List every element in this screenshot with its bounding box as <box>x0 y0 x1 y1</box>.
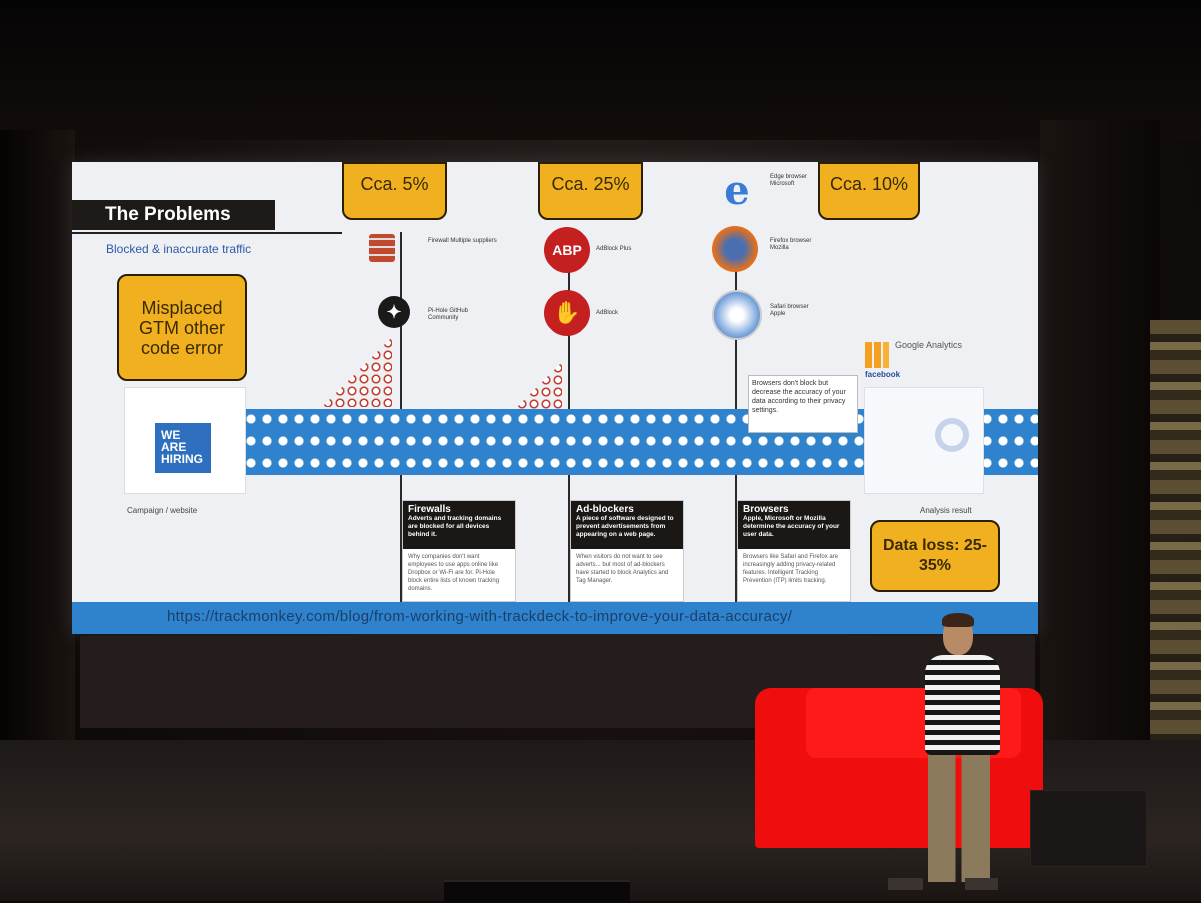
slide-title: The Problems <box>72 200 275 230</box>
stage-stool <box>1030 790 1147 867</box>
abp-label: AdBlock Plus <box>596 246 632 252</box>
pihole-icon: ✦ <box>378 296 410 328</box>
google-analytics-icon <box>865 342 889 368</box>
edge-label: Edge browser Microsoft <box>770 174 808 187</box>
url-banner: https://trackmonkey.com/blog/from-workin… <box>72 602 1038 634</box>
blocked-users-pile-firewall <box>322 337 392 407</box>
panel-header: Browsers Apple, Microsoft or Mozilla det… <box>738 501 850 549</box>
firefox-icon <box>712 226 758 272</box>
safari-icon <box>712 290 762 340</box>
panel-title: Ad-blockers <box>576 504 634 515</box>
firewall-percent-callout: Cca. 5% <box>342 162 447 220</box>
campaign-card: WE ARE HIRING <box>124 387 246 494</box>
panel-title: Firewalls <box>408 504 451 515</box>
google-analytics-text: Google Analytics <box>895 340 963 350</box>
speaker-striped-shirt <box>925 655 1000 755</box>
panel-title: Browsers <box>743 504 789 515</box>
donut-chart-icon <box>935 418 969 452</box>
pihole-label: Pi-Hole GitHub Community <box>428 308 469 321</box>
traffic-row <box>243 433 1038 449</box>
facebook-text: facebook <box>865 370 901 379</box>
safari-label: Safari browser Apple <box>770 304 809 317</box>
firewalls-panel: Firewalls Adverts and tracking domains a… <box>402 500 516 602</box>
panel-header: Firewalls Adverts and tracking domains a… <box>403 501 515 549</box>
abp-icon: ABP <box>544 227 590 273</box>
speaker-shoes <box>888 878 998 890</box>
proscenium-top <box>0 0 1201 140</box>
adblock-hand-icon: ✋ <box>544 290 590 336</box>
panel-body: Browsers like Safari and Firefox are inc… <box>743 554 839 584</box>
projection-screen: The Problems Blocked & inaccurate traffi… <box>72 162 1038 634</box>
panel-description: Adverts and tracking domains are blocked… <box>408 515 502 538</box>
firefox-label: Firefox browser Mozilla <box>770 238 812 251</box>
speaker-hair <box>942 613 974 627</box>
traffic-row <box>243 455 1038 471</box>
analytics-logos: Google Analytics facebook <box>865 332 990 380</box>
browser-note: Browsers don't block but decrease the ac… <box>748 375 858 433</box>
adblockers-panel: Ad-blockers A piece of software designed… <box>570 500 684 602</box>
analysis-label: Analysis result <box>920 506 972 515</box>
title-rule <box>72 232 342 234</box>
we-are-hiring-logo: WE ARE HIRING <box>155 423 211 473</box>
slide-subtitle: Blocked & inaccurate traffic <box>106 242 252 256</box>
edge-browser-icon: e <box>724 166 750 214</box>
panel-description: Apple, Microsoft or Mozilla determine th… <box>743 515 840 538</box>
campaign-label: Campaign / website <box>127 506 198 515</box>
browsers-panel: Browsers Apple, Microsoft or Mozilla det… <box>737 500 851 602</box>
firewall-icon <box>369 234 395 262</box>
adblock-label: AdBlock <box>596 310 619 316</box>
panel-description: A piece of software designed to prevent … <box>576 515 674 538</box>
speaker-legs <box>928 752 990 882</box>
stage-monitor <box>444 880 630 903</box>
left-curtain <box>0 130 75 750</box>
data-loss-callout: Data loss: 25-35% <box>870 520 1000 592</box>
misplaced-gtm-callout: Misplaced GTM other code error <box>117 274 247 381</box>
panel-body: Why companies don't want employees to us… <box>408 554 500 592</box>
browser-percent-callout: Cca. 10% <box>818 162 920 220</box>
panel-body: When visitors do not want to see adverts… <box>576 554 669 584</box>
panel-header: Ad-blockers A piece of software designed… <box>571 501 683 549</box>
right-curtain <box>1040 120 1160 770</box>
adblock-percent-callout: Cca. 25% <box>538 162 643 220</box>
firewall-label: Firewall Multiple suppliers <box>428 238 497 244</box>
analytics-dashboard <box>864 387 984 494</box>
